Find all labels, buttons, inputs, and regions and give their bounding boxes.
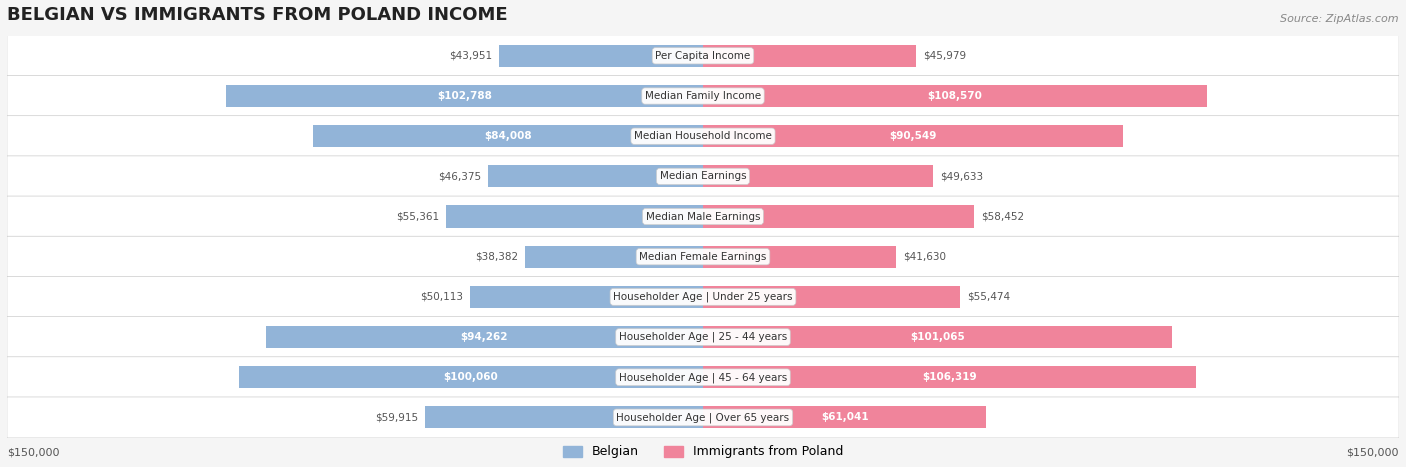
Bar [703,165,934,187]
Text: Median Female Earnings: Median Female Earnings [640,252,766,262]
Bar [703,326,1173,348]
Bar [703,205,974,227]
Bar [703,45,917,67]
Text: $150,000: $150,000 [7,447,59,458]
FancyBboxPatch shape [7,397,1399,438]
FancyBboxPatch shape [7,276,1399,318]
FancyBboxPatch shape [7,76,1399,116]
Text: $102,788: $102,788 [437,91,492,101]
Text: $45,979: $45,979 [924,51,966,61]
Bar [703,366,1197,389]
Bar [266,326,703,348]
Text: $94,262: $94,262 [461,332,508,342]
Text: $61,041: $61,041 [821,412,869,423]
Bar [314,125,703,147]
Text: Median Household Income: Median Household Income [634,131,772,141]
Text: Householder Age | 25 - 44 years: Householder Age | 25 - 44 years [619,332,787,342]
Text: $55,361: $55,361 [396,212,439,221]
FancyBboxPatch shape [7,35,1399,76]
Text: $49,633: $49,633 [941,171,983,181]
FancyBboxPatch shape [7,196,1399,237]
Bar [703,85,1206,107]
Bar [499,45,703,67]
FancyBboxPatch shape [7,357,1399,398]
FancyBboxPatch shape [7,156,1399,197]
Text: $58,452: $58,452 [981,212,1025,221]
Text: $108,570: $108,570 [928,91,983,101]
Text: $50,113: $50,113 [420,292,464,302]
Text: $100,060: $100,060 [443,372,498,382]
Text: Median Male Earnings: Median Male Earnings [645,212,761,221]
Text: Source: ZipAtlas.com: Source: ZipAtlas.com [1281,14,1399,24]
Text: $38,382: $38,382 [475,252,517,262]
Text: BELGIAN VS IMMIGRANTS FROM POLAND INCOME: BELGIAN VS IMMIGRANTS FROM POLAND INCOME [7,6,508,24]
Text: $106,319: $106,319 [922,372,977,382]
Bar [488,165,703,187]
Bar [703,286,960,308]
Text: $41,630: $41,630 [903,252,946,262]
Text: $101,065: $101,065 [910,332,965,342]
Bar [226,85,703,107]
FancyBboxPatch shape [7,236,1399,277]
Text: Householder Age | Over 65 years: Householder Age | Over 65 years [616,412,790,423]
Legend: Belgian, Immigrants from Poland: Belgian, Immigrants from Poland [558,440,848,463]
FancyBboxPatch shape [7,116,1399,156]
Bar [471,286,703,308]
Text: Median Family Income: Median Family Income [645,91,761,101]
Text: Median Earnings: Median Earnings [659,171,747,181]
Bar [703,406,986,429]
Text: Householder Age | Under 25 years: Householder Age | Under 25 years [613,292,793,302]
Text: $55,474: $55,474 [967,292,1011,302]
Bar [425,406,703,429]
Bar [703,246,896,268]
FancyBboxPatch shape [7,317,1399,358]
Text: Householder Age | 45 - 64 years: Householder Age | 45 - 64 years [619,372,787,382]
Text: $43,951: $43,951 [449,51,492,61]
Text: $150,000: $150,000 [1347,447,1399,458]
Bar [524,246,703,268]
Bar [446,205,703,227]
Text: Per Capita Income: Per Capita Income [655,51,751,61]
Text: $46,375: $46,375 [437,171,481,181]
Text: $59,915: $59,915 [375,412,418,423]
Bar [239,366,703,389]
Text: $84,008: $84,008 [484,131,531,141]
Text: $90,549: $90,549 [890,131,936,141]
Bar [703,125,1123,147]
